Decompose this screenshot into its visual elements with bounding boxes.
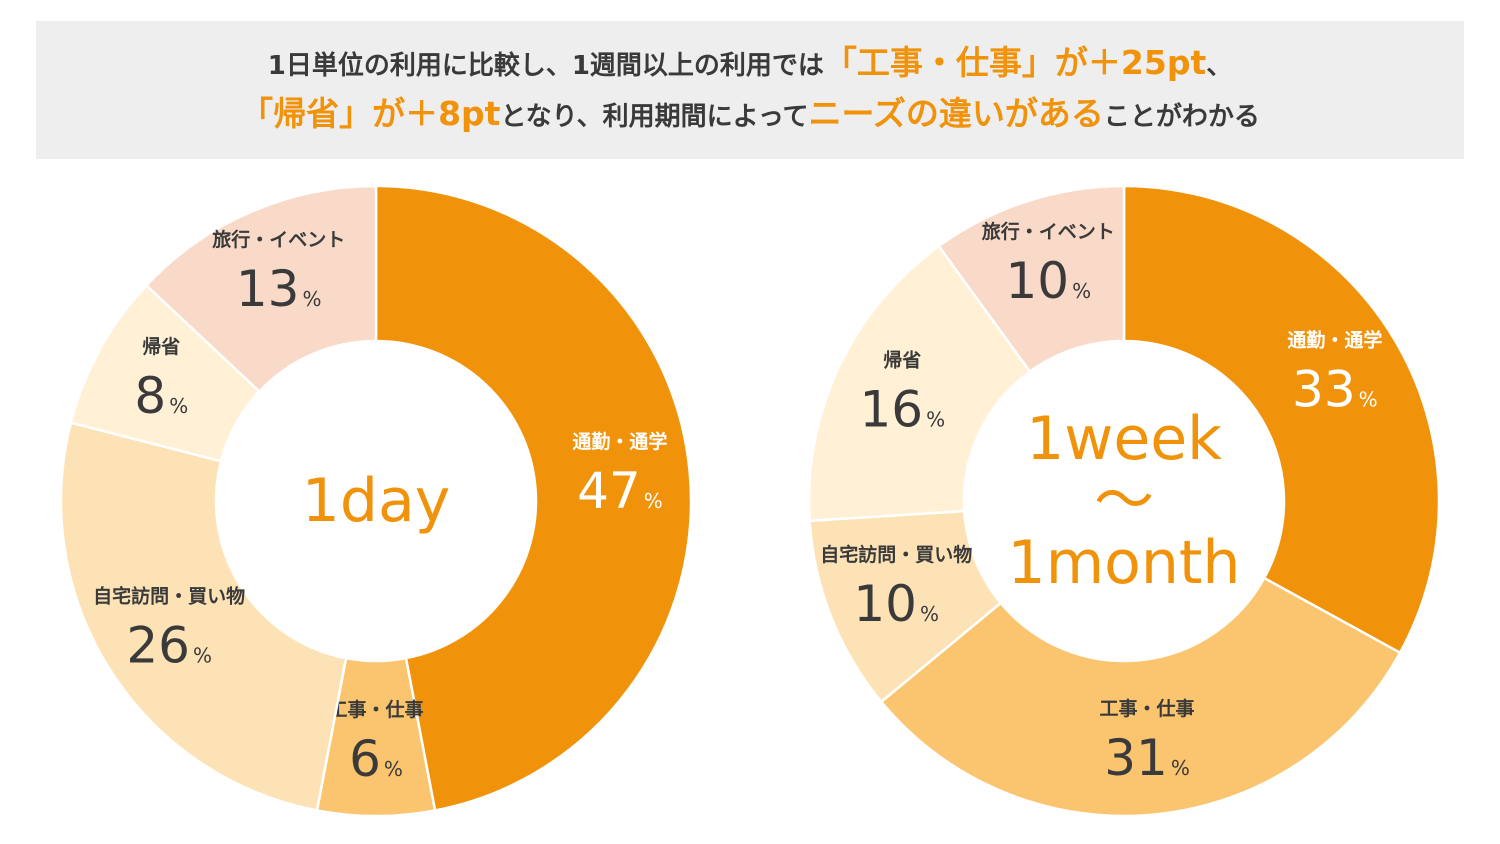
- slice-value: 26%: [126, 616, 212, 674]
- slice-4: [144, 184, 378, 394]
- slice-name: 通勤・通学: [572, 430, 667, 453]
- slice-label-1: 工事・仕事 6%: [328, 698, 423, 788]
- headline-line2-seg-2: ニーズの違いがある: [808, 94, 1104, 133]
- slice-name: 帰省: [142, 336, 180, 358]
- donut-chart-1week-1month: 通勤・通学 33 % 工事・仕事 31 % 自宅訪問・買い物 10 % 帰省 16 % 旅行・イベント 1…: [807, 184, 1441, 818]
- headline-line1-seg-2: 、: [1206, 51, 1233, 81]
- slice-name: 通勤・通学: [1287, 328, 1382, 351]
- slice-2: [59, 421, 348, 812]
- headline-line1-seg-0: 1日単位の利用に比較し、1週間以上の利用では: [267, 51, 824, 81]
- slice-label-2: 自宅訪問・買い物 10%: [820, 543, 972, 633]
- slice-value: 47%: [577, 462, 663, 520]
- slice-1: [879, 576, 1402, 818]
- slice-label-3: 帰省 8%: [134, 336, 188, 425]
- slice-0: [1122, 184, 1441, 655]
- headline-banner: 1日単位の利用に比較し、1週間以上の利用では「工事・仕事」が＋25pt、 「帰省…: [36, 21, 1464, 159]
- slice-value: 10%: [853, 575, 939, 633]
- headline-line2-seg-0: 「帰省」が＋8pt: [240, 94, 501, 133]
- slice-name: 帰省: [883, 350, 921, 372]
- slice-label-4: 旅行・イベント 10%: [982, 220, 1115, 310]
- slice-label-2: 自宅訪問・買い物 26%: [93, 584, 245, 674]
- slice-name: 自宅訪問・買い物: [93, 584, 245, 607]
- headline-line1-seg-1: 「工事・仕事」が＋25pt: [823, 43, 1207, 82]
- slice-4: [937, 184, 1126, 374]
- slice-value: 16%: [859, 381, 945, 439]
- slice-label-0: 通勤・通学 33%: [1287, 328, 1382, 418]
- slice-label-4: 旅行・イベント 13%: [212, 228, 345, 318]
- slice-value: 13%: [236, 260, 322, 318]
- slice-0: [374, 184, 693, 812]
- slice-name: 旅行・イベント: [982, 220, 1115, 243]
- headline-line2-seg-1: となり、利用期間によって: [500, 102, 809, 132]
- center-label: 1month: [1008, 528, 1241, 598]
- center-label: 1day: [302, 466, 451, 536]
- slice-3: [807, 244, 1032, 523]
- slice-name: 工事・仕事: [1100, 697, 1195, 720]
- slice-name: 工事・仕事: [328, 698, 423, 721]
- center-label: ～: [1094, 466, 1154, 536]
- slice-label-0: 通勤・通学 47%: [572, 430, 667, 520]
- slice-value: 8%: [134, 367, 188, 425]
- center-label: 1week: [1026, 404, 1222, 474]
- slice-value: 33%: [1292, 360, 1378, 418]
- slice-value: 6%: [349, 730, 403, 788]
- headline-line-1: 1日単位の利用に比較し、1週間以上の利用では「工事・仕事」が＋25pt、: [268, 39, 1233, 90]
- headline-line2-seg-3: ことがわかる: [1103, 102, 1260, 132]
- slice-value: 31%: [1104, 729, 1190, 787]
- slice-name: 旅行・イベント: [212, 228, 345, 251]
- slice-label-1: 工事・仕事 31%: [1100, 697, 1195, 787]
- headline-line-2: 「帰省」が＋8ptとなり、利用期間によってニーズの違いがあることがわかる: [240, 90, 1260, 141]
- slice-name: 自宅訪問・買い物: [820, 543, 972, 566]
- donut-chart-1day: 通勤・通学 47 % 工事・仕事 6 % 自宅訪問・買い物 26 % 帰省 8 % 旅行・イベント 13%…: [59, 184, 693, 818]
- slice-value: 10%: [1005, 252, 1091, 310]
- slice-label-3: 帰省 16%: [859, 350, 945, 439]
